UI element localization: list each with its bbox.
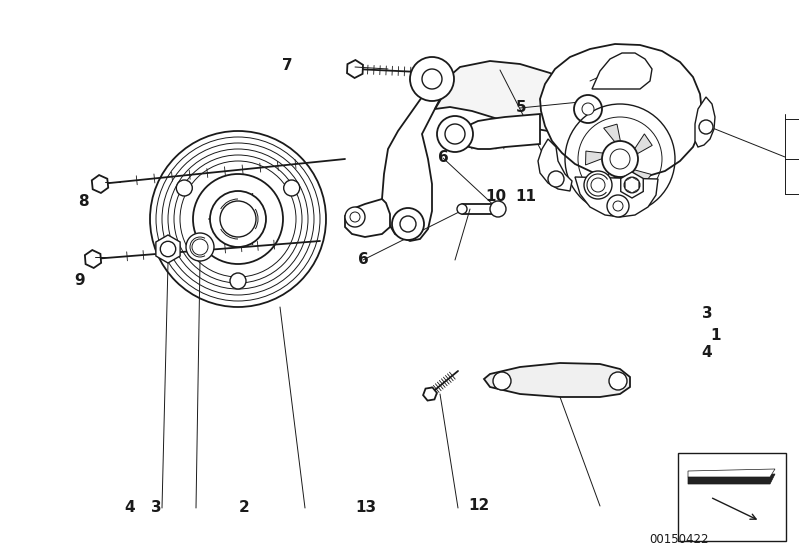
Circle shape — [445, 124, 465, 144]
Circle shape — [584, 171, 612, 199]
Polygon shape — [538, 139, 572, 191]
Text: 2: 2 — [238, 500, 249, 515]
Text: 6: 6 — [358, 253, 369, 267]
Circle shape — [591, 178, 605, 192]
Circle shape — [345, 207, 365, 227]
Text: 3: 3 — [702, 306, 713, 320]
Circle shape — [230, 273, 246, 289]
Text: 4: 4 — [702, 345, 713, 359]
Text: 10: 10 — [485, 190, 506, 204]
Text: 00150422: 00150422 — [650, 533, 709, 546]
Circle shape — [437, 116, 473, 152]
Polygon shape — [688, 474, 775, 484]
Polygon shape — [621, 172, 643, 198]
Circle shape — [392, 208, 424, 240]
Polygon shape — [540, 44, 702, 178]
Text: 4: 4 — [124, 500, 135, 515]
Circle shape — [192, 239, 208, 255]
Circle shape — [422, 69, 442, 89]
Circle shape — [400, 216, 416, 232]
Polygon shape — [688, 469, 775, 477]
Polygon shape — [695, 97, 715, 147]
Circle shape — [493, 372, 511, 390]
Circle shape — [186, 233, 214, 261]
Circle shape — [177, 180, 193, 196]
Circle shape — [607, 195, 629, 217]
Polygon shape — [622, 167, 651, 186]
Circle shape — [193, 174, 283, 264]
Polygon shape — [626, 177, 638, 193]
Polygon shape — [435, 61, 595, 131]
Polygon shape — [484, 363, 630, 397]
Polygon shape — [458, 114, 540, 149]
Circle shape — [490, 201, 506, 217]
Text: 13: 13 — [356, 500, 376, 515]
Polygon shape — [347, 60, 363, 78]
Polygon shape — [586, 151, 614, 165]
Circle shape — [410, 57, 454, 101]
Polygon shape — [85, 250, 101, 268]
Polygon shape — [156, 235, 180, 263]
Polygon shape — [628, 134, 652, 159]
Circle shape — [457, 204, 467, 214]
Text: 8: 8 — [78, 194, 89, 209]
Circle shape — [150, 131, 326, 307]
Circle shape — [220, 201, 256, 237]
Circle shape — [602, 141, 638, 177]
Polygon shape — [575, 177, 658, 217]
Circle shape — [574, 95, 602, 123]
Circle shape — [609, 372, 627, 390]
Polygon shape — [92, 175, 108, 193]
Text: 5: 5 — [515, 100, 527, 115]
Text: 1: 1 — [710, 328, 721, 343]
FancyBboxPatch shape — [678, 453, 786, 541]
Polygon shape — [382, 79, 454, 241]
Polygon shape — [345, 199, 390, 237]
Text: 6: 6 — [438, 150, 449, 165]
Polygon shape — [602, 164, 615, 193]
Circle shape — [210, 191, 266, 247]
Text: 3: 3 — [151, 500, 162, 515]
Circle shape — [613, 201, 623, 211]
Text: 12: 12 — [469, 499, 490, 513]
Text: 7: 7 — [282, 59, 293, 73]
Text: 9: 9 — [74, 273, 85, 288]
Circle shape — [284, 180, 300, 196]
Circle shape — [548, 171, 564, 187]
Polygon shape — [423, 387, 437, 401]
Circle shape — [582, 103, 594, 115]
Text: 11: 11 — [515, 190, 536, 204]
Polygon shape — [592, 53, 652, 89]
Circle shape — [610, 149, 630, 169]
Polygon shape — [604, 124, 622, 151]
Circle shape — [699, 120, 713, 134]
